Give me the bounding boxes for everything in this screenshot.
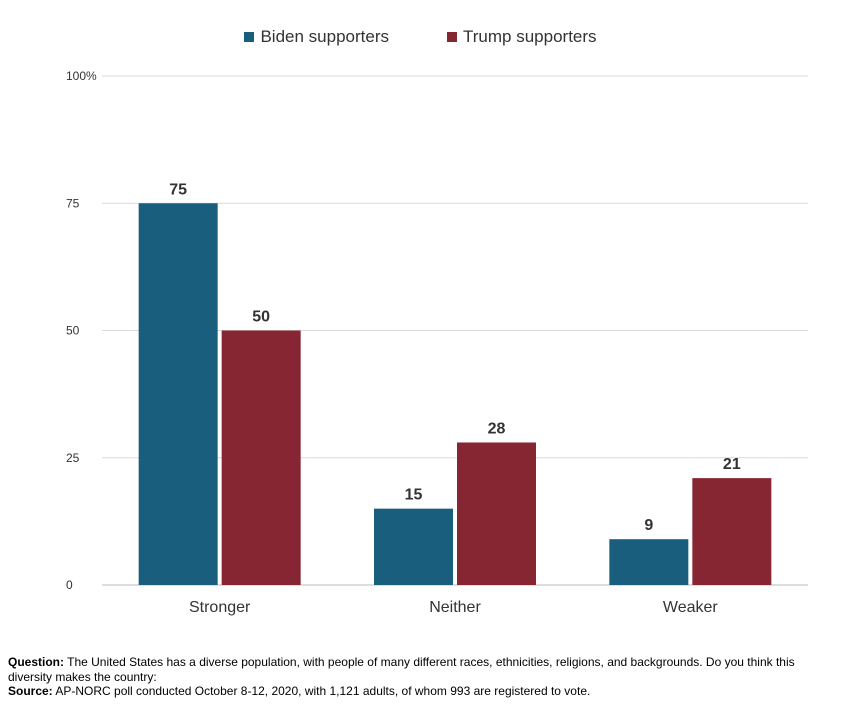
- chart-notes: Question: The United States has a divers…: [8, 655, 828, 699]
- bar: [457, 442, 536, 585]
- y-tick-label: 100%: [66, 69, 97, 83]
- source-label: Source:: [8, 684, 53, 698]
- y-tick-label: 0: [66, 578, 73, 592]
- legend-swatch-biden: [244, 32, 255, 42]
- source-note: Source: AP-NORC poll conducted October 8…: [8, 684, 828, 699]
- source-text: AP-NORC poll conducted October 8-12, 202…: [52, 684, 591, 698]
- legend-label-trump: Trump supporters: [463, 27, 597, 46]
- legend-item-biden: Biden supporters: [244, 27, 389, 47]
- bar-chart: 0 25 50 75 100% 75 50 Stronger 15 28 Neither 9 21 Wea…: [66, 69, 808, 616]
- y-tick-label: 75: [66, 196, 80, 210]
- data-label: 15: [405, 487, 423, 504]
- legend-swatch-trump: [447, 32, 457, 42]
- bar: [221, 330, 301, 585]
- data-label: 21: [723, 456, 741, 473]
- data-label: 28: [488, 420, 506, 437]
- question-note: Question: The United States has a divers…: [8, 655, 828, 684]
- y-tick-label: 25: [66, 451, 80, 465]
- y-tick-label: 50: [66, 324, 80, 338]
- x-tick-label: Weaker: [663, 599, 719, 616]
- x-tick-label: Neither: [429, 599, 481, 616]
- bar: [374, 508, 453, 585]
- data-label: 50: [252, 309, 270, 326]
- legend-label-biden: Biden supporters: [260, 27, 389, 46]
- chart-legend: Biden supporters Trump supporters: [0, 27, 841, 47]
- data-label: 75: [169, 181, 187, 198]
- bar: [692, 478, 772, 585]
- bar: [138, 203, 218, 585]
- data-label: 9: [644, 517, 653, 534]
- question-text: The United States has a diverse populati…: [8, 655, 795, 684]
- x-tick-label: Stronger: [189, 599, 251, 616]
- bar: [609, 539, 689, 585]
- legend-item-trump: Trump supporters: [447, 27, 597, 47]
- question-label: Question:: [8, 655, 64, 669]
